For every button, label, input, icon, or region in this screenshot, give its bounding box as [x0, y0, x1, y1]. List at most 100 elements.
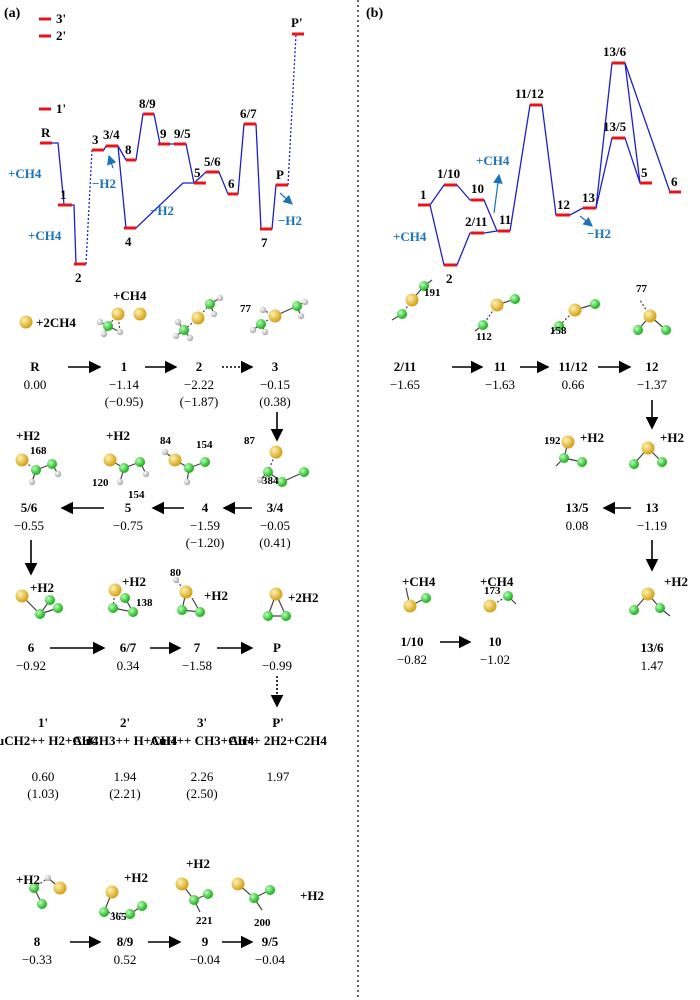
- c-atom: [478, 320, 488, 330]
- h-atom: [210, 310, 218, 318]
- structure-text: +H2: [580, 430, 604, 445]
- svg-text:AuH++ CH3+CH4: AuH++ CH3+CH4: [150, 733, 255, 748]
- svg-text:8/9: 8/9: [117, 934, 134, 949]
- structure-text: 77: [636, 283, 648, 295]
- c-atom: [137, 901, 147, 911]
- c-atom: [590, 299, 600, 309]
- h-atom: [44, 874, 52, 882]
- svg-text:3': 3': [56, 11, 66, 26]
- svg-text:+CH4: +CH4: [113, 288, 147, 303]
- svg-text:1': 1': [56, 101, 66, 116]
- structure-text: +H2: [106, 428, 130, 443]
- c-atom: [177, 605, 187, 615]
- panel-a-energy-diagram: 3' 2' 1' R 1 2 3 3/4 8 8/9 9 9/5 4 5 5/6…: [8, 11, 304, 285]
- h-atom: [261, 328, 269, 336]
- svg-text:−1.37: −1.37: [637, 377, 668, 392]
- c-atom: [205, 299, 215, 309]
- bond: [401, 299, 413, 315]
- c-atom: [179, 325, 189, 335]
- svg-text:9: 9: [202, 934, 209, 949]
- c-atom: [277, 477, 287, 487]
- svg-text:5/6: 5/6: [21, 500, 38, 515]
- c-atom: [47, 459, 57, 469]
- c-atom: [554, 321, 564, 331]
- structure-text: 87: [244, 435, 256, 447]
- au-atom: [133, 307, 147, 321]
- svg-text:AuCH3++ H+CH4: AuCH3++ H+CH4: [73, 733, 178, 748]
- c-atom: [661, 325, 671, 335]
- structure-text: +CH4: [480, 574, 514, 589]
- bond: [197, 303, 211, 319]
- svg-text:7: 7: [194, 640, 201, 655]
- svg-text:13/6: 13/6: [603, 44, 627, 59]
- c-atom: [397, 309, 407, 319]
- c-atom: [510, 294, 520, 304]
- h-atom: [297, 312, 305, 320]
- svg-text:−2.22: −2.22: [184, 377, 214, 392]
- structure-text: 200: [254, 917, 271, 929]
- svg-text:−0.33: −0.33: [22, 952, 52, 967]
- au-atom: [175, 877, 189, 891]
- h-atom: [216, 294, 224, 302]
- structure-text: +H2: [186, 856, 210, 871]
- svg-text:3: 3: [272, 359, 279, 374]
- structure-text: +H2: [300, 888, 324, 903]
- c-atom: [265, 885, 275, 895]
- c-atom: [195, 607, 205, 617]
- structure-text: 384: [262, 475, 279, 487]
- svg-text:9: 9: [160, 126, 167, 141]
- svg-text:0.52: 0.52: [114, 952, 137, 967]
- svg-text:13/6: 13/6: [640, 640, 664, 655]
- structure-text: +H2: [16, 428, 40, 443]
- svg-text:3': 3': [197, 715, 207, 730]
- svg-text:2.26: 2.26: [191, 769, 214, 784]
- h-atom: [249, 326, 257, 334]
- svg-text:−1.02: −1.02: [480, 652, 510, 667]
- au-atom: [15, 453, 29, 467]
- svg-text:0.00: 0.00: [24, 377, 47, 392]
- au-atom: [641, 441, 655, 455]
- c-atom: [421, 593, 431, 603]
- svg-text:−H2: −H2: [278, 213, 302, 228]
- structure-text: 154: [128, 489, 145, 501]
- au-atom: [490, 298, 504, 312]
- c-atom: [633, 325, 643, 335]
- svg-text:9/5: 9/5: [262, 934, 279, 949]
- structure-text: 192: [544, 435, 561, 447]
- svg-text:(−1.20): (−1.20): [186, 535, 225, 550]
- svg-text:6/7: 6/7: [240, 106, 257, 121]
- au-atom: [105, 885, 119, 899]
- h-atom: [28, 478, 36, 486]
- panel-b-label: (b): [366, 6, 383, 21]
- svg-text:−0.92: −0.92: [16, 658, 46, 673]
- au-atom: [269, 445, 283, 459]
- c-atom: [657, 457, 667, 467]
- h-atom: [259, 306, 267, 314]
- svg-text:1: 1: [121, 359, 128, 374]
- c-atom: [256, 319, 266, 329]
- svg-text:−1.14: −1.14: [109, 377, 140, 392]
- c-atom: [125, 909, 135, 919]
- structure-text: +H2: [30, 580, 54, 595]
- c-atom: [559, 453, 569, 463]
- svg-text:−0.82: −0.82: [397, 652, 427, 667]
- c-atom: [629, 459, 639, 469]
- structure-text: 173: [484, 585, 501, 597]
- au-atom: [108, 583, 122, 597]
- svg-text:−0.99: −0.99: [262, 658, 292, 673]
- h-atom: [301, 298, 309, 306]
- svg-text:2/11: 2/11: [394, 359, 416, 374]
- svg-text:−H2: −H2: [587, 226, 611, 241]
- au-atom: [269, 587, 283, 601]
- svg-text:2': 2': [120, 715, 130, 730]
- structure-text: 84: [160, 435, 172, 447]
- svg-text:AuCH2++ H2+CH4: AuCH2++ H2+CH4: [0, 733, 99, 748]
- svg-text:1: 1: [60, 187, 67, 202]
- au-atom: [103, 453, 117, 467]
- svg-text:13: 13: [582, 190, 596, 205]
- c-atom: [655, 603, 665, 613]
- c-atom: [120, 593, 130, 603]
- svg-text:−1.59: −1.59: [190, 518, 220, 533]
- svg-text:−0.04: −0.04: [255, 952, 286, 967]
